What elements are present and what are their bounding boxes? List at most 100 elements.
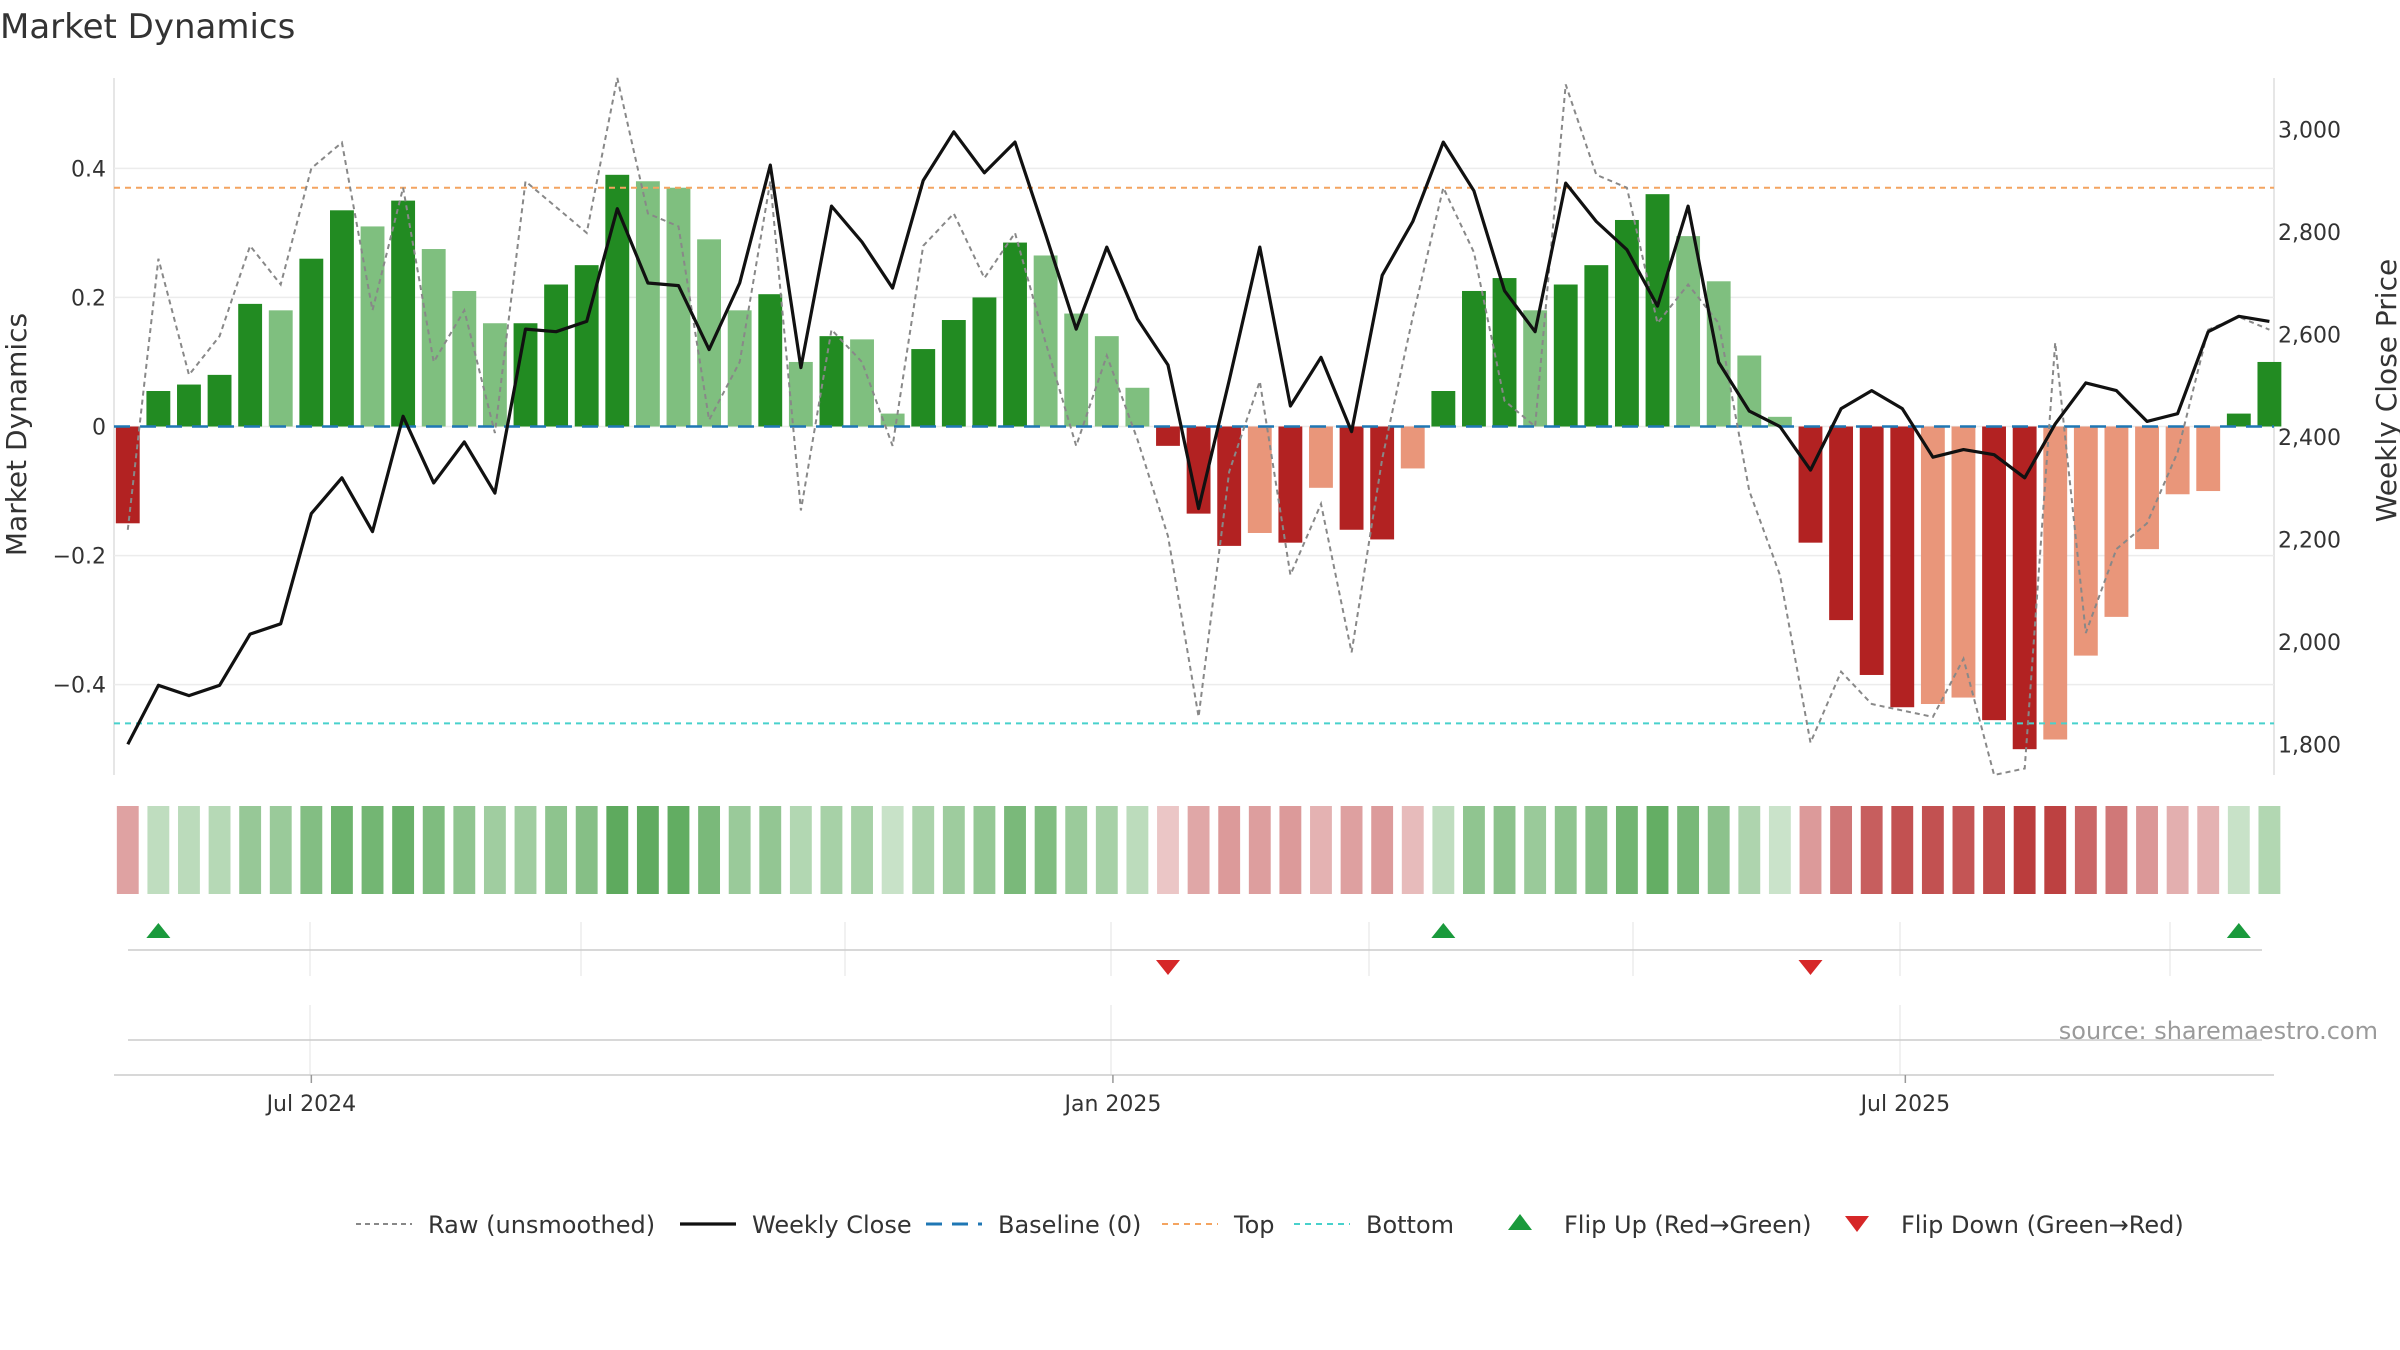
chart-title: Market Dynamics xyxy=(0,7,295,47)
bar xyxy=(1798,426,1823,543)
heat-cell xyxy=(1646,806,1669,894)
heat-cell xyxy=(269,806,292,894)
heat-cell xyxy=(1952,806,1975,894)
heat-cell xyxy=(1830,806,1853,894)
heat-cell xyxy=(239,806,262,894)
heat-cell xyxy=(331,806,353,894)
flip-up-marker xyxy=(2226,923,2251,938)
heat-cell xyxy=(514,806,537,894)
bar xyxy=(2257,361,2282,427)
weekly-close-line xyxy=(126,130,2270,746)
flip-panel xyxy=(128,922,2262,976)
heat-cell xyxy=(1432,806,1455,894)
heat-cell xyxy=(1493,806,1516,894)
bar xyxy=(666,187,691,427)
heat-cell xyxy=(392,806,415,894)
bar xyxy=(391,200,416,427)
heat-cell xyxy=(208,806,231,894)
heat-cell xyxy=(606,806,629,894)
heat-cell xyxy=(698,806,721,894)
heat-cell xyxy=(1279,806,1302,894)
bar xyxy=(513,323,538,427)
bar xyxy=(2104,426,2129,617)
heat-cell xyxy=(1983,806,2005,894)
bar xyxy=(1309,426,1333,488)
source-credit: source: sharemaestro.com xyxy=(2059,1017,2378,1045)
bar xyxy=(911,349,936,427)
flip-up-marker xyxy=(1431,923,1456,938)
legend-item: Raw (unsmoothed) xyxy=(356,1211,655,1239)
heat-cell xyxy=(1004,806,1026,894)
bar xyxy=(146,391,171,427)
bar xyxy=(880,413,905,427)
bar xyxy=(1982,426,2006,721)
heat-cell xyxy=(1860,806,1883,894)
heat-cell xyxy=(667,806,690,894)
heat-cell xyxy=(147,806,170,894)
y-axis-title: Market Dynamics xyxy=(0,313,33,556)
y-tick-label: −0.4 xyxy=(53,674,106,699)
legend-item: Weekly Close xyxy=(680,1211,912,1239)
legend-item: Flip Down (Green→Red) xyxy=(1845,1211,2184,1239)
heat-cell xyxy=(2227,806,2250,894)
heat-cell xyxy=(2013,806,2036,894)
bar xyxy=(2165,426,2190,495)
bar xyxy=(1278,426,1303,543)
bar xyxy=(1247,426,1272,533)
heat-cell xyxy=(1218,806,1241,894)
legend-item: Flip Up (Red→Green) xyxy=(1508,1211,1812,1239)
main-plot: 0.4 0.2 0 −0.2 −0.4 3,000 2,800 2,600 2,400 2,200… xyxy=(0,77,2400,777)
bar xyxy=(2043,426,2068,740)
legend-label: Flip Down (Green→Red) xyxy=(1901,1211,2184,1239)
bar xyxy=(330,210,354,427)
bar xyxy=(1339,426,1364,530)
flip-down-marker xyxy=(1798,960,1823,975)
bar xyxy=(850,339,874,427)
heat-cell xyxy=(636,806,659,894)
heat-cell xyxy=(1340,806,1363,894)
bar xyxy=(360,226,385,427)
bar xyxy=(1614,219,1639,427)
bar xyxy=(1523,310,1548,427)
y2-tick-label: 2,200 xyxy=(2278,528,2341,553)
bar xyxy=(1492,278,1517,427)
bar xyxy=(605,174,630,427)
heat-cell xyxy=(1891,806,1914,894)
heat-cell xyxy=(1554,806,1577,894)
bar xyxy=(788,361,813,427)
heat-cell xyxy=(942,806,965,894)
y-tick-label: −0.2 xyxy=(53,545,106,570)
bar xyxy=(115,426,140,524)
bottom-panel: Jul 2024 Jan 2025 Jul 2025 xyxy=(114,1005,2274,1117)
heat-cell xyxy=(759,806,782,894)
heat-cell xyxy=(1921,806,1944,894)
bar xyxy=(1890,426,1915,708)
heat-cell xyxy=(1401,806,1424,894)
heat-cell xyxy=(361,806,384,894)
bar xyxy=(1584,265,1609,427)
legend-label: Weekly Close xyxy=(752,1211,912,1239)
heat-cell xyxy=(1187,806,1210,894)
bar xyxy=(1003,242,1027,427)
heat-cell xyxy=(1768,806,1791,894)
flip-down-marker xyxy=(1155,960,1180,975)
heat-cell xyxy=(178,806,200,894)
bar xyxy=(1737,355,1762,427)
bar xyxy=(1156,426,1180,446)
heat-cell xyxy=(1371,806,1394,894)
legend-label: Flip Up (Red→Green) xyxy=(1564,1211,1812,1239)
heat-cell xyxy=(1799,806,1822,894)
y2-tick-label: 2,000 xyxy=(2278,631,2341,656)
bar xyxy=(941,320,966,427)
heat-cell xyxy=(422,806,445,894)
y2-tick-label: 2,600 xyxy=(2278,323,2341,348)
y2-tick-label: 2,400 xyxy=(2278,426,2341,451)
heat-cell xyxy=(1707,806,1730,894)
bar xyxy=(2196,426,2221,492)
y2-tick-label: 2,800 xyxy=(2278,221,2341,246)
heat-cell xyxy=(2258,806,2281,894)
heat-cell xyxy=(575,806,598,894)
bar xyxy=(1400,426,1425,469)
x-tick-label: Jul 2025 xyxy=(1859,1092,1951,1117)
